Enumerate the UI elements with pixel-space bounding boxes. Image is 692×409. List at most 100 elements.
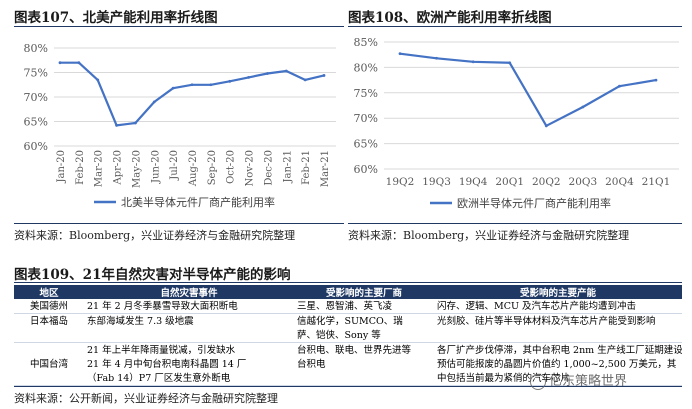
data-point	[322, 74, 326, 77]
x-tick-label: Feb-20	[75, 150, 86, 185]
data-point	[228, 79, 232, 83]
x-tick-label: Jan-21	[282, 150, 293, 184]
x-tick-label: 20Q2	[532, 176, 561, 188]
cell-event	[84, 328, 294, 343]
data-point	[247, 76, 250, 79]
data-point	[58, 61, 62, 65]
x-tick-label: 21Q1	[642, 176, 671, 188]
data-point	[435, 56, 438, 60]
y-tick-label: 85%	[354, 36, 378, 49]
table-row: （Fab 14）P7 厂区发生意外断电 中包括当前最为紧俏的汽车芯片	[14, 371, 682, 386]
cell-event: 21 年上半年降雨量锐减，引发缺水	[87, 344, 236, 356]
x-tick-label: 20Q4	[605, 176, 634, 188]
cell-event: 21 年 4 月中旬台积电南科晶圆 14 厂	[87, 358, 247, 370]
y-tick-label: 75%	[354, 87, 378, 100]
legend-label: 北美半导体元件厂商产能利用率	[121, 195, 275, 209]
header-capacity: 受影响的主要产能	[434, 285, 682, 299]
data-point	[190, 83, 194, 87]
x-tick-label: Nov-20	[245, 150, 256, 187]
data-point	[209, 83, 213, 87]
fig108-bottom-rule	[348, 223, 682, 224]
fig107-title-rule	[14, 26, 344, 27]
cell-event: （Fab 14）P7 厂区发生意外断电	[84, 371, 294, 386]
data-point	[77, 61, 81, 65]
cell-region: 日本福岛	[29, 315, 68, 327]
table-row: 日本福岛 东部海域发生 7.3 级地震 信越化学，SUMCO、瑞 光刻胶、硅片等…	[14, 314, 682, 329]
watermark: 亿东策略世界	[530, 370, 627, 390]
x-tick-label: 19Q3	[422, 176, 451, 188]
x-tick-label: 20Q1	[495, 176, 524, 188]
watermark-text: 亿东策略世界	[549, 374, 628, 389]
data-point	[115, 124, 118, 127]
fig108-title: 图表108、欧洲产能利用率折线图	[348, 10, 552, 26]
cell-makers: 台积电、联电、世界先进等	[297, 344, 412, 356]
x-tick-label: 19Q4	[459, 176, 488, 188]
y-tick-label: 60%	[354, 163, 378, 176]
fig109-title: 图表109、21年自然灾害对半导体产能的影响	[14, 267, 291, 283]
y-tick-label: 65%	[354, 138, 378, 151]
impact-table: 地区 自然灾害事件 受影响的主要厂商 受影响的主要产能 美国德州 21 年 2 …	[14, 285, 682, 386]
fig109-title-rule	[14, 282, 682, 283]
cell-makers: 台积电	[297, 358, 326, 370]
data-point	[96, 78, 100, 82]
x-tick-label: Mar-21	[320, 150, 331, 187]
x-tick-label: Dec-20	[263, 150, 274, 186]
series-line	[399, 52, 657, 127]
data-point	[544, 124, 548, 128]
y-tick-label: 70%	[354, 112, 378, 125]
x-tick-label: Jan-20	[56, 150, 67, 184]
fig107-title: 图表107、北美产能利用率折线图	[14, 10, 218, 26]
header-region: 地区	[14, 285, 84, 299]
data-point	[303, 78, 307, 82]
chart-107: 60% 65% 70% 75% 80% Jan-20 Feb-20 Mar-20 Apr-20 M…	[24, 42, 336, 209]
x-tick-label: Feb-21	[301, 150, 312, 185]
cell-capacity	[434, 328, 682, 343]
table-row: 21 年上半年降雨量锐减，引发缺水 台积电、联电、世界先进等 各厂扩产步伐停滞，…	[14, 343, 682, 358]
data-point	[618, 84, 621, 88]
cell-region: 中国台湾	[29, 358, 68, 370]
cell-makers: 萨、铠侠、Sony 等	[294, 328, 434, 343]
y-tick-label: 70%	[24, 91, 48, 104]
x-tick-label: Jun-20	[150, 150, 161, 184]
cell-makers: 三星、恩智浦、英飞凌	[294, 299, 434, 314]
data-point	[266, 72, 269, 75]
x-tick-label: 19Q2	[386, 176, 415, 188]
x-tick-label: Mar-20	[94, 150, 105, 187]
table-row: 中国台湾 21 年 4 月中旬台积电南科晶圆 14 厂 台积电 预估可能报废的晶…	[14, 357, 682, 371]
y-tick-label: 80%	[24, 42, 48, 55]
cell-region: 美国德州	[14, 299, 84, 314]
y-tick-label: 75%	[24, 67, 48, 80]
data-point	[152, 100, 156, 104]
chart-108: 60% 65% 70% 75% 80% 85% 19Q2 19Q3 19Q4 20Q1 20Q2 20…	[354, 36, 679, 210]
data-point	[171, 86, 175, 90]
cell-capacity: 预估可能报废的晶圆片价值约 1,000~2,500 万美元，其	[437, 358, 677, 370]
cell-makers	[294, 371, 434, 386]
cell-capacity: 中包括当前最为紧俏的汽车芯片	[434, 371, 682, 386]
fig109-source: 资料来源：公开新闻，兴业证券经济与金融研究院整理	[14, 392, 278, 405]
data-point	[284, 69, 288, 73]
data-point	[581, 105, 585, 109]
header-makers: 受影响的主要厂商	[294, 285, 434, 299]
x-tick-label: Sep-20	[207, 150, 218, 185]
fig109-bottom-rule	[14, 386, 682, 387]
header-event: 自然灾害事件	[84, 285, 294, 299]
fig107-source: 资料来源：Bloomberg，兴业证券经济与金融研究院整理	[14, 229, 296, 242]
cell-event: 21 年 2 月冬季暴雪导致大面积断电	[84, 299, 294, 314]
fig108-source: 资料来源：Bloomberg，兴业证券经济与金融研究院整理	[348, 229, 630, 242]
x-tick-label: May-20	[131, 150, 142, 188]
x-tick-label: Aug-20	[188, 150, 199, 187]
x-tick-label: Apr-20	[113, 150, 124, 186]
y-tick-label: 80%	[354, 61, 378, 74]
y-tick-label: 65%	[24, 116, 48, 129]
cell-capacity: 光刻胶、硅片等半导体材料及汽车芯片产能受到影响	[437, 315, 656, 327]
table-row: 萨、铠侠、Sony 等	[14, 328, 682, 343]
data-point	[134, 121, 137, 125]
data-point	[654, 78, 658, 82]
x-tick-label: Jul-20	[169, 150, 180, 181]
cell-capacity: 各厂扩产步伐停滞，其中台积电 2nm 生产线工厂延期建设	[437, 344, 682, 356]
table-header-row: 地区 自然灾害事件 受影响的主要厂商 受影响的主要产能	[14, 285, 682, 299]
cell-region	[14, 371, 84, 386]
fig108-title-rule	[348, 26, 682, 27]
fig107-bottom-rule	[14, 223, 344, 224]
cell-event: 东部海域发生 7.3 级地震	[87, 315, 194, 327]
